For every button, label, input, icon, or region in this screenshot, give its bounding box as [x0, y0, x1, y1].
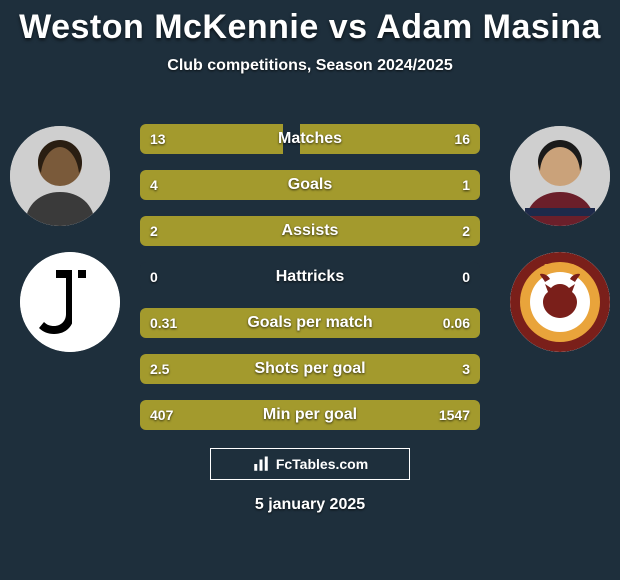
- stat-row: Goals41: [140, 170, 480, 200]
- bar-left: [140, 308, 426, 338]
- stat-label: Hattricks: [140, 262, 480, 292]
- subtitle: Club competitions, Season 2024/2025: [0, 57, 620, 75]
- bar-left: [140, 216, 310, 246]
- source-badge: FcTables.com: [210, 448, 410, 480]
- stat-row: Min per goal4071547: [140, 400, 480, 430]
- bar-right: [300, 124, 480, 154]
- source-label: FcTables.com: [276, 456, 368, 472]
- club-left-logo: [20, 252, 120, 352]
- bar-right: [211, 400, 480, 430]
- bar-left: [140, 124, 283, 154]
- stat-row: Hattricks0 0: [140, 262, 480, 292]
- player-left-avatar: [10, 126, 110, 226]
- date-label: 5 january 2025: [0, 496, 620, 514]
- bar-right: [412, 170, 480, 200]
- page-title: Weston McKennie vs Adam Masina: [0, 0, 620, 47]
- player-right-avatar: [510, 126, 610, 226]
- compare-chart: Matches1316 Goals41 Assists22 Hattricks0 0 Go…: [140, 124, 480, 446]
- bar-left: [140, 354, 293, 384]
- bar-right: [293, 354, 480, 384]
- stat-value-left: 0: [140, 262, 168, 292]
- stat-row: Goals per match0.310.06: [140, 308, 480, 338]
- stat-row: Matches1316: [140, 124, 480, 154]
- bar-chart-icon: [252, 455, 270, 473]
- bar-left: [140, 170, 412, 200]
- stat-row: Shots per goal2.53: [140, 354, 480, 384]
- stat-row: Assists22: [140, 216, 480, 246]
- club-right-logo: TORINO: [510, 252, 610, 352]
- svg-text:TORINO: TORINO: [545, 263, 576, 272]
- bar-right: [310, 216, 480, 246]
- bar-left: [140, 400, 211, 430]
- stat-value-right: 0: [452, 262, 480, 292]
- bar-right: [426, 308, 480, 338]
